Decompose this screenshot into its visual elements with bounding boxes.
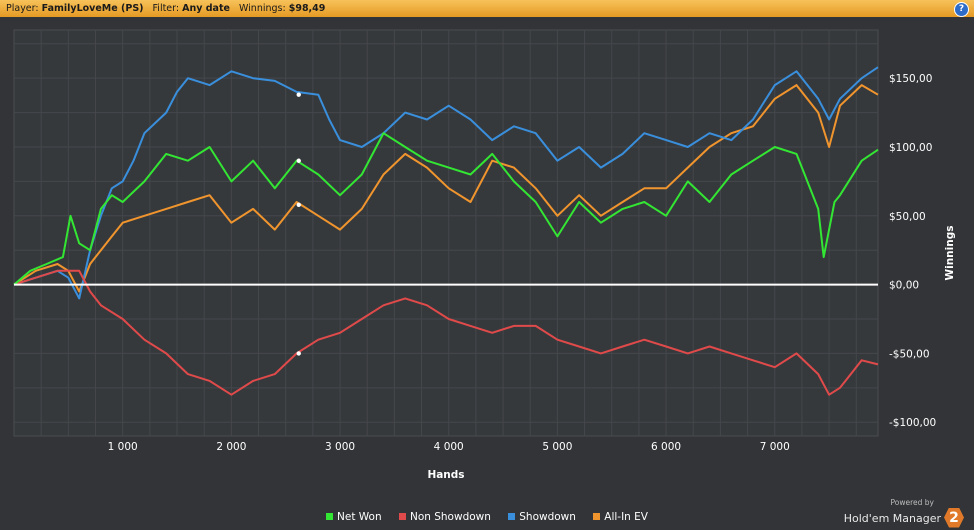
y-tick-label: -$50,00	[889, 348, 930, 360]
series-line-all-in-ev	[13, 84, 879, 293]
y-tick-label: $0,00	[889, 280, 919, 292]
chart-grid	[13, 29, 879, 437]
powered-by-text: Powered by	[890, 498, 934, 507]
legend-label: Net Won	[337, 511, 382, 523]
y-tick-label: $50,00	[889, 211, 926, 223]
player-label: Player:	[6, 3, 39, 14]
legend-swatch	[326, 513, 333, 520]
series-line-net-won	[13, 132, 879, 286]
brand-logo: Powered by Hold'em Manager 2	[824, 498, 964, 528]
hm2-logo-icon: 2	[944, 507, 964, 528]
y-tick-label: $100,00	[889, 142, 932, 154]
hover-point[interactable]	[296, 351, 301, 356]
legend-item-non-showdown[interactable]: Non Showdown	[398, 511, 491, 523]
legend-item-net-won[interactable]: Net Won	[326, 511, 382, 523]
y-tick-label: -$100,00	[889, 417, 936, 429]
chart-legend: Net Won Non Showdown Showdown All-In EV	[0, 511, 974, 523]
brand-name: Hold'em Manager	[843, 512, 941, 525]
x-tick-label: 6 000	[651, 441, 681, 453]
x-tick-label: 4 000	[434, 441, 464, 453]
x-tick-label: 1 000	[108, 441, 138, 453]
hover-point[interactable]	[296, 158, 301, 163]
legend-item-allin-ev[interactable]: All-In EV	[593, 511, 648, 523]
x-axis-label: Hands	[427, 469, 464, 481]
series-line-showdown	[13, 66, 879, 300]
legend-label: Showdown	[519, 511, 576, 523]
legend-item-showdown[interactable]: Showdown	[508, 511, 576, 523]
winnings-value: $98,49	[288, 3, 326, 14]
legend-label: All-In EV	[604, 511, 648, 523]
y-axis-label: Winnings	[944, 226, 956, 281]
legend-swatch	[508, 513, 516, 520]
y-axis-ticks: $150,00 $100,00 $50,00 $0,00 -$50,00 -$100,00	[889, 73, 936, 429]
filter-value: Any date	[182, 3, 230, 14]
filter-label: Filter:	[152, 3, 180, 14]
plot-area	[13, 29, 879, 437]
x-axis-ticks: 1 000 2 000 3 000 4 000 5 000 6 000 7 000	[108, 441, 790, 453]
x-tick-label: 2 000	[216, 441, 246, 453]
series-line-non-showdown	[13, 269, 879, 396]
x-tick-label: 5 000	[542, 441, 572, 453]
chart-series	[13, 66, 879, 396]
x-tick-label: 3 000	[325, 441, 355, 453]
legend-swatch	[593, 513, 601, 520]
x-tick-label: 7 000	[760, 441, 790, 453]
winnings-graph: 1 000 2 000 3 000 4 000 5 000 6 000 7 000 $150…	[13, 29, 956, 481]
hover-point[interactable]	[296, 92, 301, 97]
player-value: FamilyLoveMe (PS)	[41, 3, 144, 14]
hover-point[interactable]	[296, 202, 301, 207]
legend-label: Non Showdown	[409, 511, 491, 523]
legend-swatch	[398, 513, 406, 520]
chart-hover-points	[296, 92, 301, 356]
help-icon[interactable]: ?	[954, 2, 969, 17]
chart-header-bar: Player: FamilyLoveMe (PS) Filter: Any da…	[0, 0, 974, 17]
y-tick-label: $150,00	[889, 73, 932, 85]
winnings-label: Winnings:	[238, 3, 286, 14]
